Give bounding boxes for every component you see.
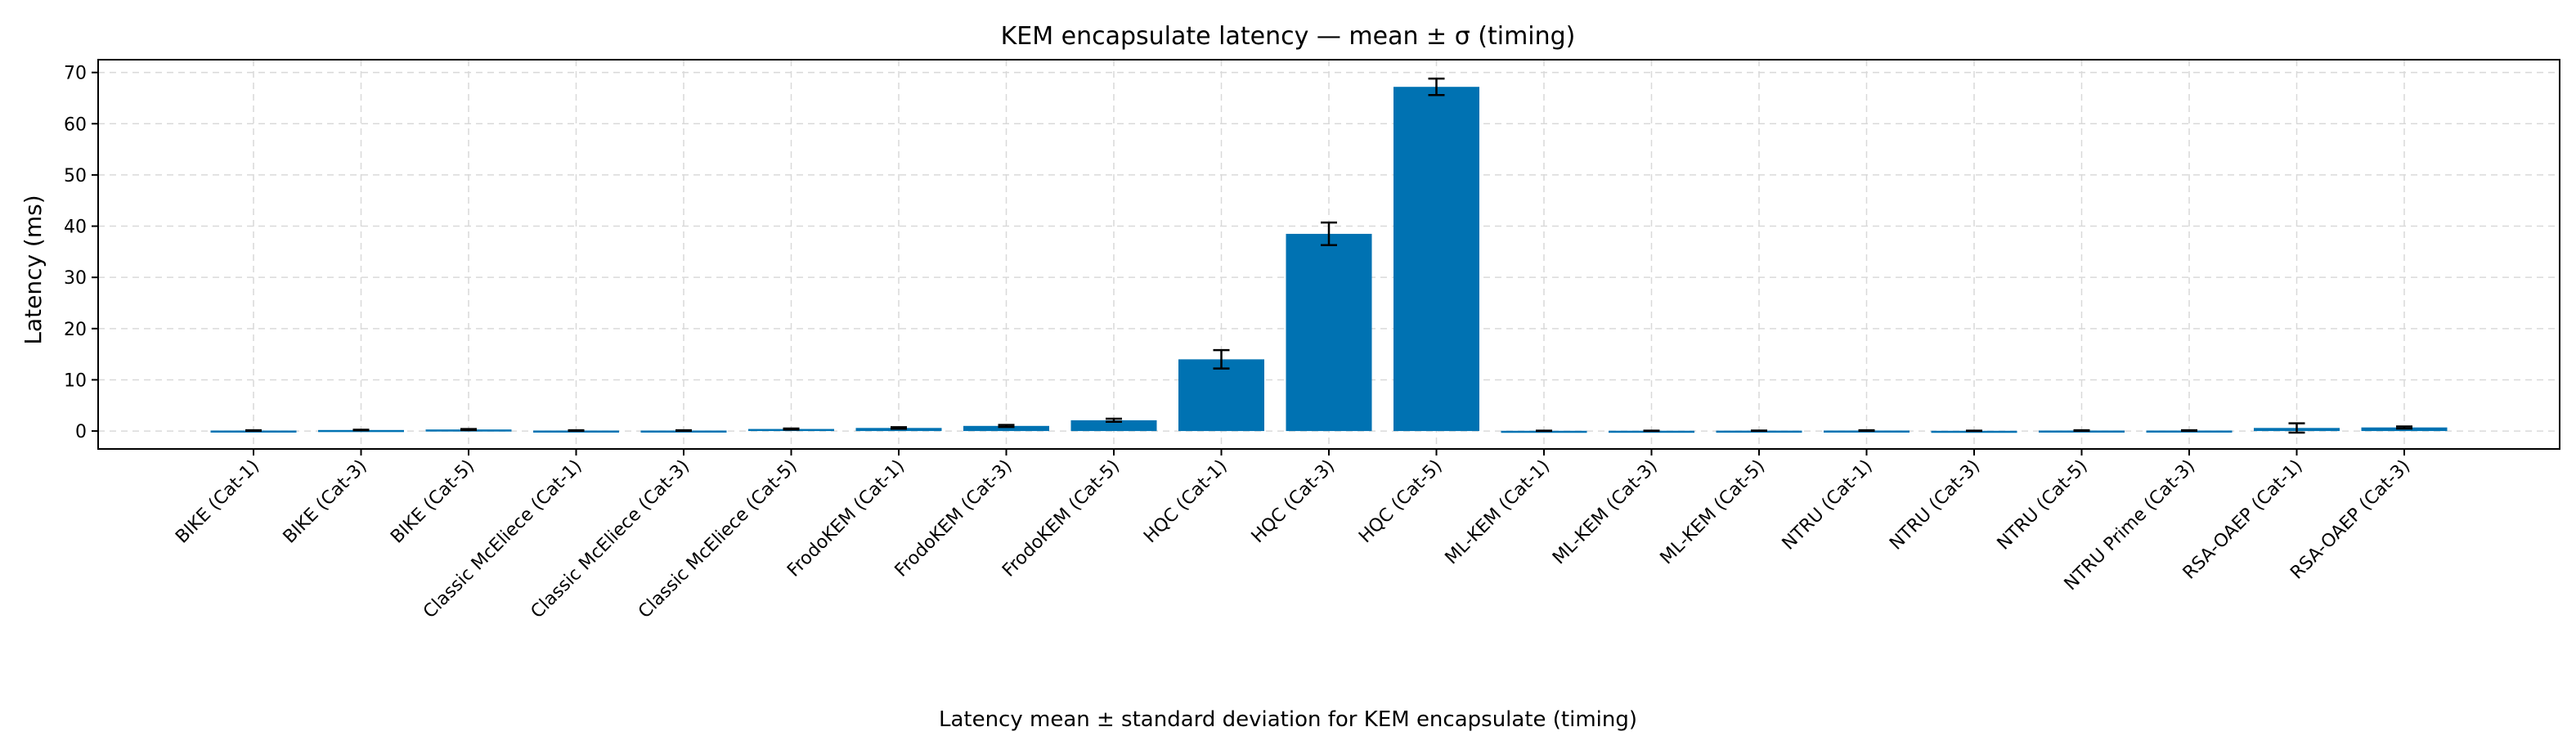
bar [1393,87,1479,432]
x-tick-label: RSA-OAEP (Cat-3) [2287,456,2414,584]
y-tick-label: 50 [64,166,87,186]
x-tick-label: BIKE (Cat-5) [387,456,478,548]
bar [1286,233,1372,432]
x-tick-label: HQC (Cat-5) [1355,456,1447,548]
y-axis-ticks: 0 10 20 30 40 50 60 70 [64,64,98,442]
x-tick-label: HQC (Cat-1) [1140,456,1232,548]
x-tick-label: BIKE (Cat-1) [172,456,263,548]
y-tick-label: 10 [64,370,87,391]
chart-caption: Latency mean ± standard deviation for KE… [939,707,1637,732]
y-tick-label: 60 [64,114,87,135]
x-tick-label: FrodoKEM (Cat-1) [783,456,909,581]
x-tick-label: NTRU (Cat-5) [1994,456,2092,554]
x-axis-ticks: BIKE (Cat-1) BIKE (Cat-3) BIKE (Cat-5)Clas… [172,449,2414,622]
bar [1178,359,1264,432]
chart-title: KEM encapsulate latency — mean ± σ (timi… [1001,22,1576,51]
x-tick-label: BIKE (Cat-3) [280,456,371,548]
x-tick-label: RSA-OAEP (Cat-1) [2179,456,2307,584]
bar [963,425,1049,432]
bars [210,87,2448,433]
x-tick-label: NTRU (Cat-3) [1886,456,1984,554]
y-axis-label: Latency (ms) [20,195,47,344]
y-tick-label: 0 [75,422,87,442]
x-tick-label: HQC (Cat-3) [1248,456,1340,548]
y-tick-label: 40 [64,218,87,238]
x-tick-label: NTRU (Cat-1) [1779,456,1877,554]
x-tick-label: ML-KEM (Cat-1) [1442,456,1555,569]
x-tick-label: FrodoKEM (Cat-5) [999,456,1124,581]
y-tick-label: 70 [64,64,87,84]
bar [1070,420,1157,432]
y-tick-label: 20 [64,320,87,340]
x-tick-label: ML-KEM (Cat-3) [1549,456,1662,569]
x-tick-label: FrodoKEM (Cat-3) [891,456,1016,581]
error-bars [245,77,2412,434]
y-tick-label: 30 [64,268,87,289]
x-tick-label: ML-KEM (Cat-5) [1657,456,1770,569]
